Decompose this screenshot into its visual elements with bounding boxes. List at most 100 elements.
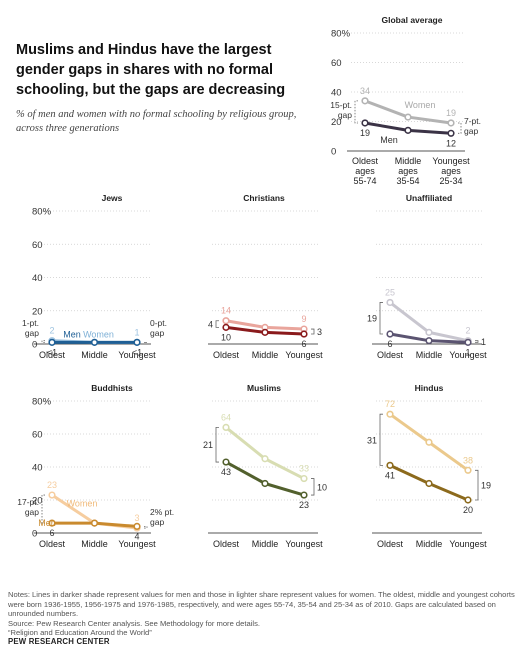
gap-label: 0-pt. gap: [150, 318, 167, 338]
data-point: [261, 479, 269, 488]
series-label-women: Women: [405, 100, 436, 110]
data-point: [48, 491, 56, 499]
gap-label-line: gap: [25, 507, 39, 517]
x-tick-label: Middle: [252, 539, 279, 549]
gap-bracket: [379, 413, 383, 466]
value-label: 14: [221, 306, 231, 316]
x-tick-label-line: 35-54: [396, 176, 419, 186]
y-tick-label: 40: [32, 463, 43, 474]
value-label: 64: [221, 412, 231, 422]
gap-label: 21: [203, 440, 213, 450]
gap-label: 31: [367, 435, 377, 445]
gap-label: 19: [481, 481, 491, 491]
data-point: [222, 317, 230, 325]
y-tick-label: 0: [32, 529, 37, 540]
gap-label-line: 7-pt.: [464, 116, 481, 126]
gap-label: 4: [208, 320, 213, 330]
x-tick-label: Oldest: [213, 539, 240, 549]
data-point: [48, 338, 56, 346]
data-point: [447, 129, 455, 137]
x-tick-label: Youngest: [285, 350, 323, 360]
notes-text: Notes: Lines in darker shade represent v…: [8, 590, 515, 618]
series-label-women: Women: [83, 329, 114, 339]
value-label: 10: [221, 332, 231, 342]
data-point: [300, 330, 308, 338]
brand-name: PEW RESEARCH CENTER: [8, 637, 110, 646]
y-tick-label: 20: [32, 306, 43, 317]
gap-label: 3: [317, 327, 322, 337]
gap-bracket: [215, 427, 219, 463]
x-tick-label-line: Youngest: [432, 156, 470, 166]
gap-label: 19: [367, 314, 377, 324]
y-tick-label: 60: [331, 58, 342, 69]
chart-panel: Christians Oldest Middle Youngest 4 3 14 9 10 6: [208, 193, 323, 360]
y-tick-label: 20: [32, 496, 43, 507]
data-point: [425, 337, 433, 345]
source-text: Source: Pew Research Center analysis. Se…: [8, 618, 260, 628]
panel-title: Buddhists: [91, 383, 133, 393]
y-tick-label: 40: [32, 273, 43, 284]
data-point: [90, 338, 99, 346]
value-label: 19: [446, 108, 456, 118]
gap-label-line: gap: [150, 517, 164, 527]
chart-footer: Notes: Lines in darker shade represent v…: [8, 590, 518, 638]
value-label: <1: [47, 347, 57, 357]
gap-label: 15-pt. gap: [330, 100, 352, 120]
series-label-women: Women: [67, 499, 98, 509]
y-tick-label: 60: [32, 430, 43, 441]
data-point: [261, 328, 269, 336]
data-point: [425, 328, 433, 336]
x-tick-label-line: Middle: [395, 156, 422, 166]
x-tick-label: Middle: [416, 539, 443, 549]
data-point: [300, 491, 308, 499]
x-tick-label: Middle ages 35-54: [395, 156, 422, 186]
y-tick-label: 60: [32, 240, 43, 251]
data-point: [386, 410, 394, 418]
gap-label-line: gap: [25, 328, 39, 338]
gap-bracket: [41, 340, 45, 343]
x-tick-label: Youngest ages 25-34: [432, 156, 470, 186]
value-label: 2: [465, 326, 470, 336]
data-point: [133, 338, 141, 346]
data-point: [48, 519, 56, 527]
value-label: <1: [132, 347, 142, 357]
data-point: [361, 119, 369, 127]
x-tick-label: Oldest: [39, 539, 66, 549]
series-label-men: Men: [63, 329, 81, 339]
gap-bracket: [354, 100, 358, 124]
gap-bracket: [458, 122, 462, 134]
x-tick-label-line: ages: [398, 166, 418, 176]
report-title: “Religion and Education Around the World…: [8, 628, 152, 637]
value-label: 1: [465, 347, 470, 357]
men-line: [225, 460, 305, 497]
data-point: [386, 461, 394, 469]
data-point: [222, 458, 230, 466]
chart-panel: Hindus Oldest Middle Youngest 31 19 72 38 41 20: [367, 383, 491, 549]
gap-label-line: 1-pt.: [22, 318, 39, 328]
gap-label-line: 17-pt.: [17, 497, 39, 507]
value-label: 20: [463, 505, 473, 515]
y-tick-label: 0: [32, 340, 37, 351]
data-point: [361, 97, 369, 105]
x-tick-label: Oldest: [377, 350, 404, 360]
gap-bracket: [144, 526, 148, 529]
gap-label-line: 15-pt.: [330, 100, 352, 110]
gap-bracket: [311, 478, 315, 496]
gap-label: 1-pt. gap: [22, 318, 39, 338]
series-label-men: Men: [38, 518, 56, 528]
x-tick-label: Middle: [252, 350, 279, 360]
data-point: [404, 126, 412, 134]
x-tick-label-line: 25-34: [439, 176, 462, 186]
y-tick-label: 0: [331, 147, 336, 158]
data-point: [386, 298, 394, 307]
x-tick-label: Middle: [81, 350, 108, 360]
value-label: 43: [221, 467, 231, 477]
value-label: 23: [47, 480, 57, 490]
value-label: 41: [385, 470, 395, 480]
data-point: [90, 519, 99, 527]
gap-label-line: 2% pt.: [150, 507, 174, 517]
data-point: [425, 438, 433, 446]
